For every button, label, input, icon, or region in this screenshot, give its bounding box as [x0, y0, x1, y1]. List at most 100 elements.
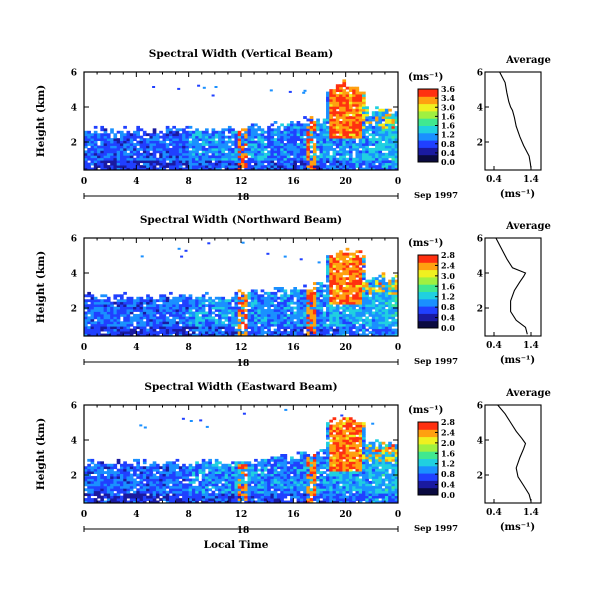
heatmap-cell [358, 113, 363, 117]
heatmap-cell [119, 299, 124, 303]
heatmap-cell [381, 165, 386, 168]
heatmap-cell [319, 478, 324, 482]
heatmap-cell [175, 480, 180, 484]
heatmap-cell [100, 155, 105, 159]
heatmap-cell [227, 476, 232, 479]
heatmap-cell [205, 147, 209, 151]
heatmap-cell [169, 301, 173, 305]
heatmap-cell [316, 309, 320, 312]
heatmap-cell [241, 480, 245, 484]
heatmap-cell [267, 162, 271, 166]
heatmap-cell [231, 493, 235, 497]
heatmap-cell [103, 466, 108, 470]
heatmap-cell [335, 89, 340, 92]
heatmap-cell [126, 326, 131, 330]
heatmap-cell [290, 289, 294, 293]
heatmap-cell [201, 471, 206, 474]
heatmap-cell [221, 306, 226, 310]
heatmap-cell [87, 480, 91, 484]
heatmap-cell [146, 483, 150, 487]
heatmap-cell [260, 155, 265, 159]
heatmap-cell [352, 277, 356, 281]
heatmap-cell [218, 309, 222, 312]
heatmap-cell [146, 145, 150, 149]
heatmap-cell [198, 333, 203, 337]
heatmap-cell [250, 478, 255, 482]
heatmap-cell [106, 323, 111, 327]
heatmap-cell [247, 471, 252, 474]
heatmap-cell [116, 316, 121, 320]
heatmap-cell [146, 133, 150, 137]
heatmap-cell [306, 463, 311, 467]
heatmap-cell [198, 306, 203, 310]
colorbar-segment [418, 96, 438, 105]
heatmap-cell [247, 162, 252, 166]
heatmap-cell [169, 128, 173, 132]
heatmap-cell [254, 145, 258, 149]
heatmap-cell [155, 468, 160, 472]
heatmap-cell [358, 333, 363, 337]
heatmap-cell [358, 152, 363, 156]
heatmap-cell [345, 269, 350, 273]
heatmap-cell [348, 252, 353, 256]
heatmap-cell [290, 478, 294, 482]
heatmap-cell [241, 490, 245, 494]
heatmap-cell [371, 326, 376, 330]
heatmap-cell [257, 500, 262, 504]
heatmap-cell [273, 478, 278, 482]
heatmap-cell [358, 167, 363, 171]
heatmap-cell [87, 316, 91, 320]
heatmap-cell [345, 113, 350, 117]
heatmap-cell [211, 311, 216, 315]
panel-title: Spectral Width (Vertical Beam) [149, 48, 333, 60]
heatmap-cell [106, 471, 111, 474]
heatmap-cell [205, 328, 209, 332]
heatmap-cell [218, 323, 222, 327]
heatmap-cell [126, 478, 131, 482]
heatmap-cell [146, 333, 150, 337]
heatmap-cell [362, 296, 366, 300]
heatmap-cell [244, 498, 248, 501]
heatmap-cell [123, 321, 127, 325]
heatmap-cell [123, 135, 127, 139]
heatmap-cell [355, 304, 360, 307]
heatmap-cell [378, 294, 383, 298]
heatmap-cell [175, 138, 180, 141]
heatmap-cell [365, 160, 369, 164]
heatmap-cell [188, 160, 193, 164]
heatmap-cell [149, 333, 154, 337]
heatmap-cell [299, 123, 304, 127]
heatmap-cell [267, 155, 271, 159]
heatmap-cell [87, 333, 91, 337]
heatmap-cell [339, 250, 343, 254]
heatmap-cell [352, 167, 356, 171]
heatmap-cell [276, 165, 281, 168]
heatmap-cell [237, 333, 242, 337]
heatmap-cell [97, 306, 101, 310]
heatmap-cell [303, 451, 307, 455]
heatmap-cell [332, 157, 337, 161]
heatmap-cell [100, 490, 105, 494]
heatmap-cell [273, 333, 278, 337]
heatmap-cell [280, 466, 284, 470]
heatmap-cell [172, 326, 176, 330]
heatmap-cell [129, 476, 134, 479]
heatmap-cell [136, 165, 140, 168]
heatmap-cell [312, 323, 317, 327]
heatmap-cell [116, 333, 121, 337]
heatmap-cell [273, 318, 278, 322]
heatmap-cell [126, 140, 131, 144]
heatmap-cell [231, 471, 235, 474]
heatmap-cell [149, 488, 154, 492]
heatmap-cell [103, 500, 108, 504]
heatmap-cell [352, 257, 356, 261]
heatmap-cell [185, 311, 190, 315]
heatmap-cell [384, 289, 389, 293]
heatmap-cell [352, 116, 356, 119]
heatmap-cell [162, 301, 167, 305]
heatmap-cell [221, 488, 226, 492]
heatmap-cell [375, 328, 379, 332]
heatmap-cell [113, 311, 118, 315]
heatmap-cell [172, 471, 176, 474]
heatmap-cell [332, 272, 337, 276]
